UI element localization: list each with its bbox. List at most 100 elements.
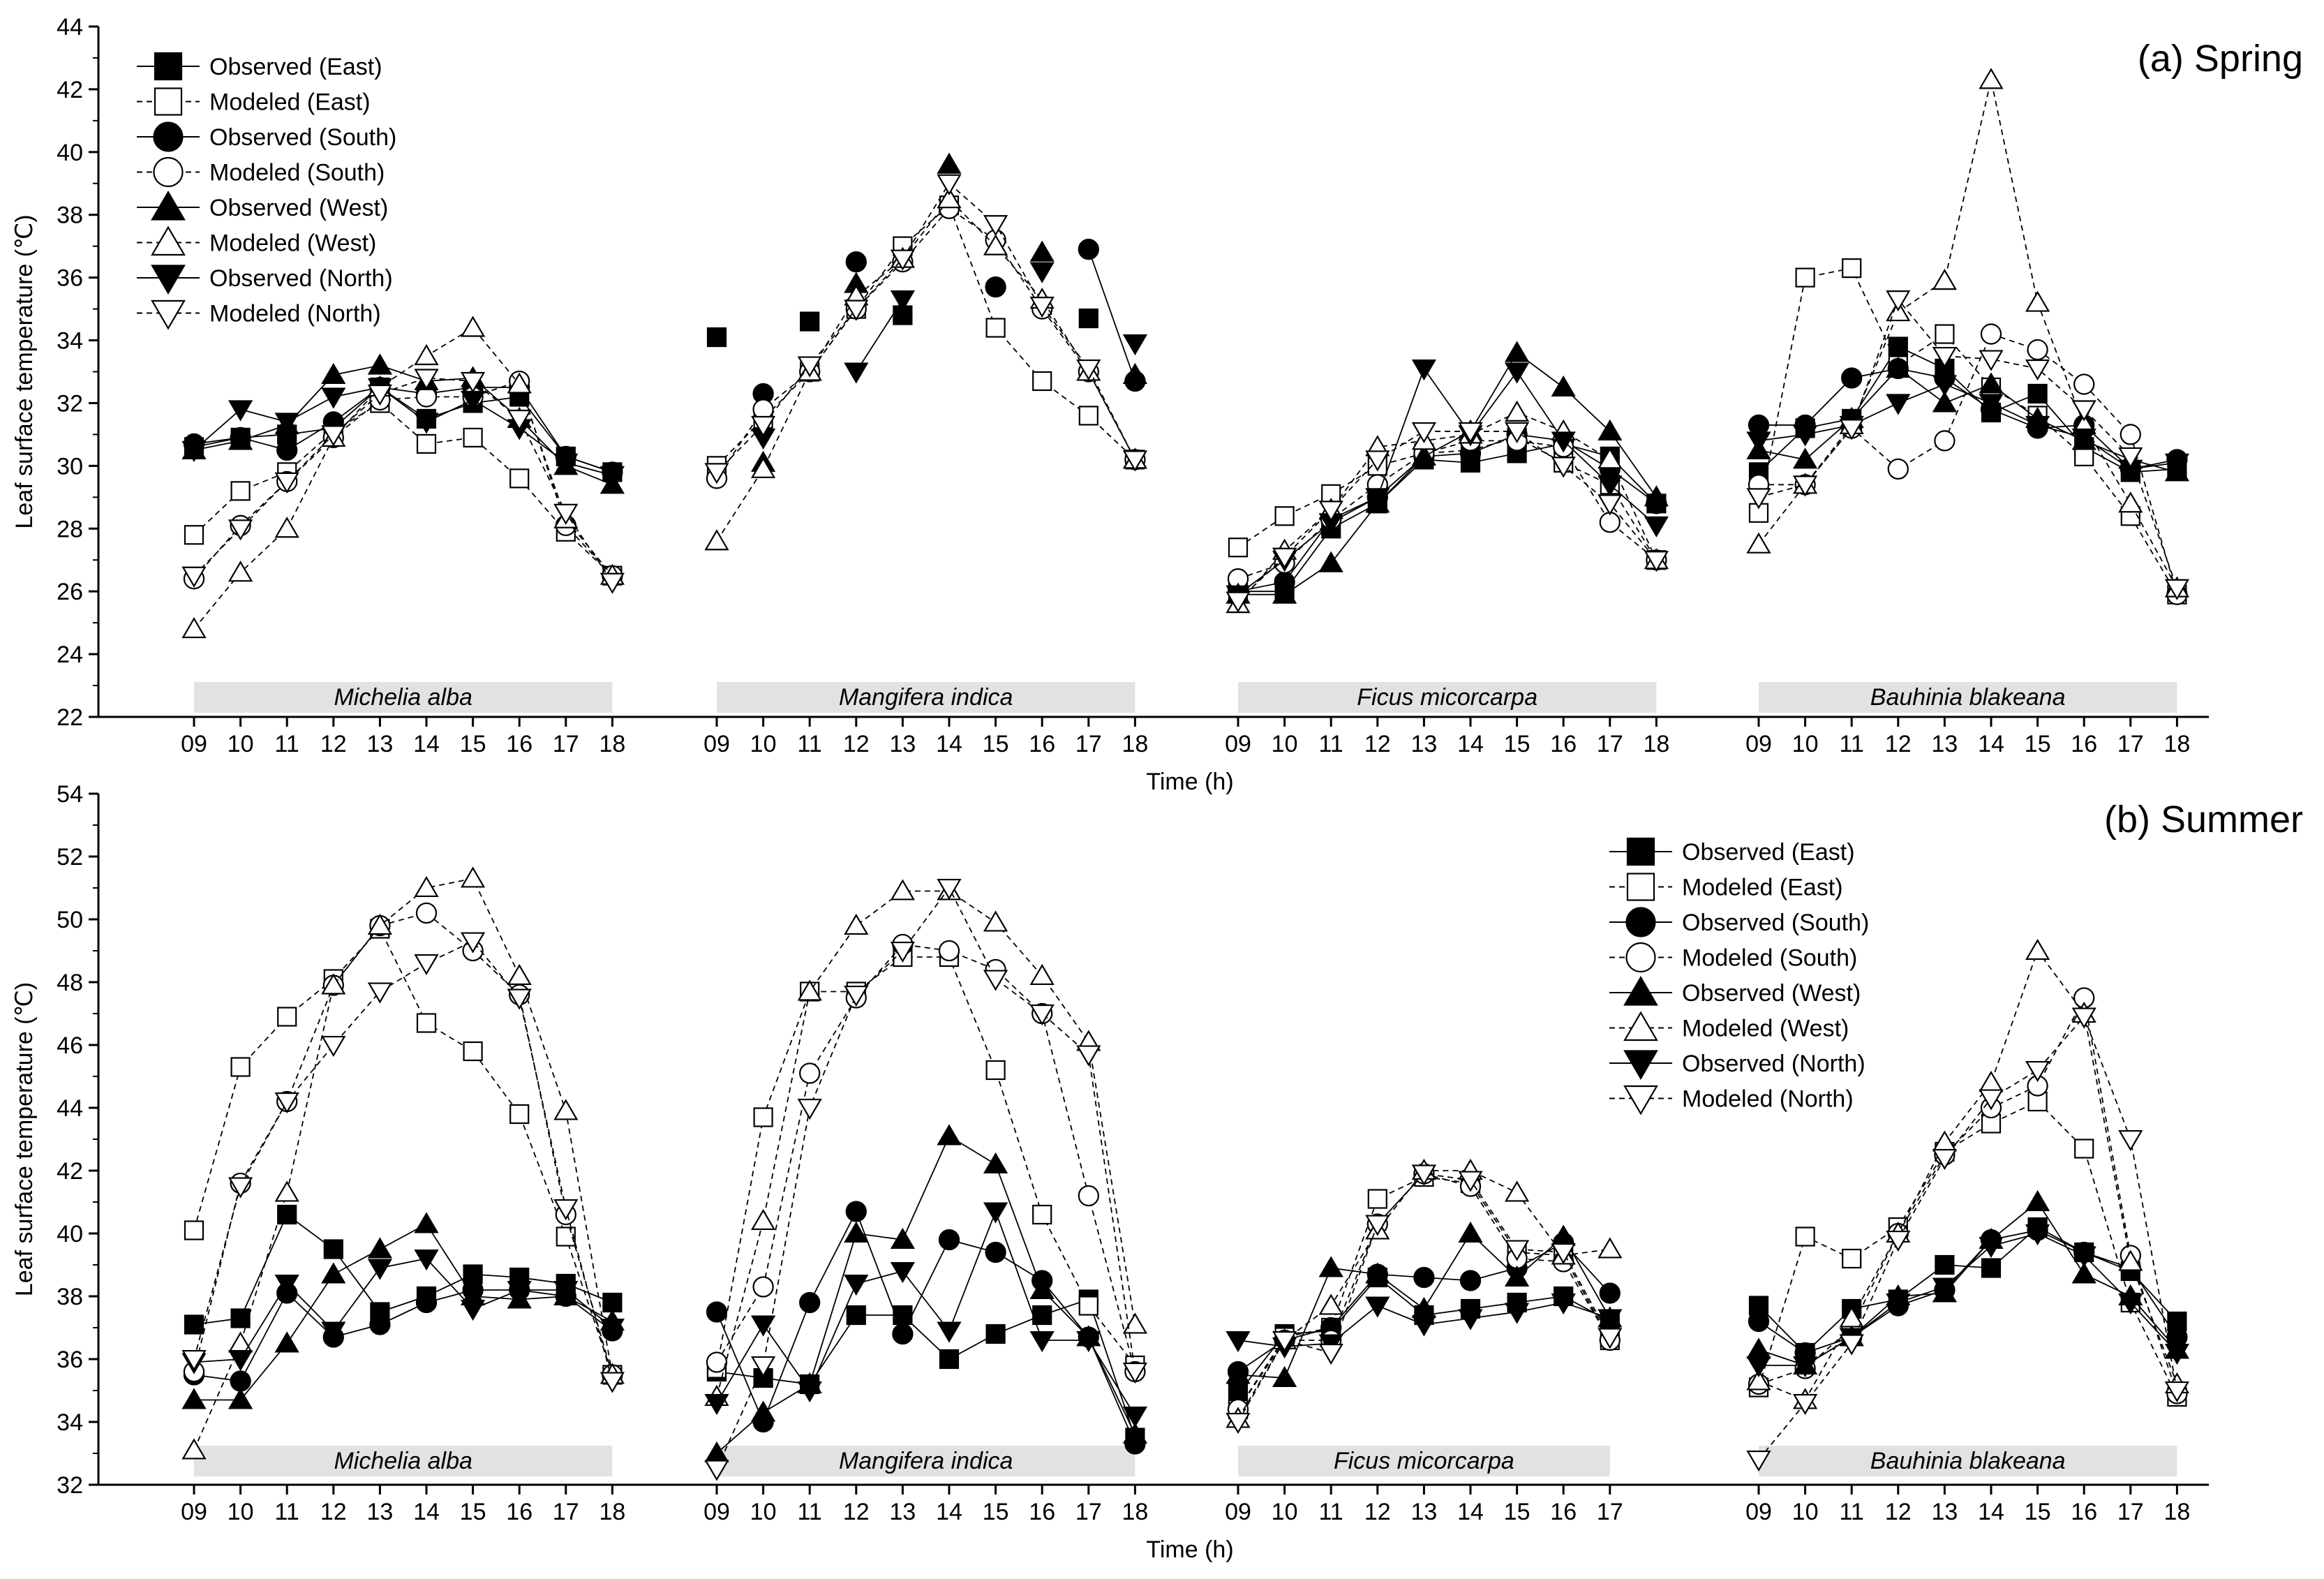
series-line [1758, 267, 2178, 595]
x-tick-label: 12 [843, 731, 870, 757]
data-point [181, 440, 207, 463]
data-point [1746, 488, 1771, 510]
x-tick-label: 17 [2117, 1499, 2144, 1525]
data-point [2120, 424, 2141, 445]
data-point [1746, 431, 1771, 453]
y-tick-label: 52 [57, 844, 83, 870]
data-point [507, 372, 532, 394]
data-point [983, 910, 1008, 932]
data-point [1458, 1171, 1483, 1192]
data-point [460, 1299, 486, 1321]
data-point [797, 1381, 822, 1403]
data-point [985, 1241, 1006, 1263]
y-axis-label: Leaf surface temperature (℃) [11, 982, 38, 1296]
y-tick-label: 36 [57, 1347, 83, 1373]
species-band [1238, 1446, 1610, 1476]
x-tick-label: 10 [1272, 731, 1298, 757]
x-tick-label: 17 [1075, 1499, 1102, 1525]
x-tick-label: 17 [2117, 731, 2144, 757]
data-point [1644, 485, 1669, 507]
data-point [1746, 1369, 1771, 1391]
y-tick-label: 26 [57, 579, 83, 605]
data-point [1365, 488, 1390, 510]
data-point [2071, 1246, 2096, 1268]
data-point [1551, 375, 1576, 397]
data-point [2164, 1381, 2190, 1403]
data-point [1551, 457, 1576, 478]
data-point [1597, 494, 1623, 516]
legend-marker [1623, 975, 1658, 1006]
data-point [1226, 1330, 1251, 1353]
legend-marker [154, 52, 183, 81]
series-line [716, 182, 1136, 473]
x-tick-label: 16 [1550, 1499, 1577, 1525]
x-tick-label: 16 [1029, 1499, 1055, 1525]
series-line [1237, 411, 1658, 605]
data-point [1365, 1215, 1390, 1236]
x-tick-label: 10 [1792, 731, 1819, 757]
species-label: Bauhinia blakeana [1870, 1448, 2066, 1474]
data-point [2025, 1060, 2050, 1083]
x-tick-label: 10 [228, 731, 254, 757]
data-point [1122, 1312, 1148, 1334]
series-line [716, 1298, 1136, 1438]
x-tick-label: 17 [553, 731, 579, 757]
data-point [321, 973, 346, 995]
x-tick-label: 13 [889, 731, 916, 757]
data-point [1979, 394, 2004, 415]
series-modeled-north [1226, 1164, 1623, 1435]
x-tick-label: 11 [798, 1499, 822, 1525]
data-point [274, 517, 299, 538]
x-tick-label: 15 [460, 731, 486, 757]
data-point [1935, 1254, 1955, 1275]
species-group-ficus-micorcarpa: Ficus micorcarpa 09 10 11 12 13 14 15 16 17 18 [1225, 341, 1669, 757]
series-line [1758, 346, 2177, 473]
data-point [463, 1041, 483, 1062]
x-tick-label: 12 [843, 1499, 870, 1525]
series-modeled-north [181, 369, 625, 594]
series-line [1237, 367, 1657, 595]
legend-label: Modeled (East) [1682, 875, 1843, 901]
data-point [1932, 1277, 1958, 1299]
series-line [1759, 1233, 2178, 1366]
y-tick-label: 50 [57, 907, 83, 933]
x-tick-label: 12 [320, 731, 347, 757]
legend-marker [151, 299, 186, 330]
data-point [1122, 450, 1148, 472]
species-label: Ficus micorcarpa [1334, 1448, 1514, 1474]
data-point [706, 327, 727, 348]
y-axis-label: Leaf surface temperature (℃) [11, 214, 38, 528]
series-line [193, 402, 613, 577]
species-band [194, 1446, 613, 1476]
x-tick-label: 12 [1885, 731, 1912, 757]
data-point [2071, 1262, 2096, 1284]
data-point [1886, 394, 1911, 415]
species-group-ficus-micorcarpa: Ficus micorcarpa 09 10 11 12 13 14 15 16 17 [1225, 1158, 1623, 1525]
species-group-mangifera-indica: Mangifera indica 09 10 11 12 13 14 15 16 17 18 [703, 152, 1148, 757]
data-point [1886, 290, 1911, 312]
data-point [1551, 431, 1576, 453]
data-point [2118, 1250, 2143, 1271]
y-tick-label: 44 [57, 14, 83, 40]
data-point [1842, 258, 1862, 279]
data-point [750, 1315, 776, 1337]
data-point [507, 988, 532, 1010]
data-point [937, 187, 962, 209]
data-point [1272, 582, 1297, 604]
series-modeled-north [1746, 1007, 2190, 1472]
data-point [1076, 1045, 1101, 1067]
x-tick-label: 09 [181, 731, 207, 757]
species-band [194, 682, 613, 713]
x-tick-label: 10 [750, 731, 777, 757]
series-line [716, 1135, 1136, 1454]
species-group-michelia-alba: Michelia alba 09 10 11 12 13 14 15 16 17 18 [181, 316, 625, 757]
x-tick-label: 13 [1410, 731, 1437, 757]
legend-label: Modeled (East) [209, 89, 371, 116]
legend-label: Modeled (South) [1682, 945, 1857, 972]
x-tick-label: 15 [1504, 731, 1530, 757]
data-point [1504, 422, 1530, 444]
series-line [716, 207, 1136, 479]
data-point [274, 1180, 299, 1202]
data-point [1932, 1148, 1958, 1171]
